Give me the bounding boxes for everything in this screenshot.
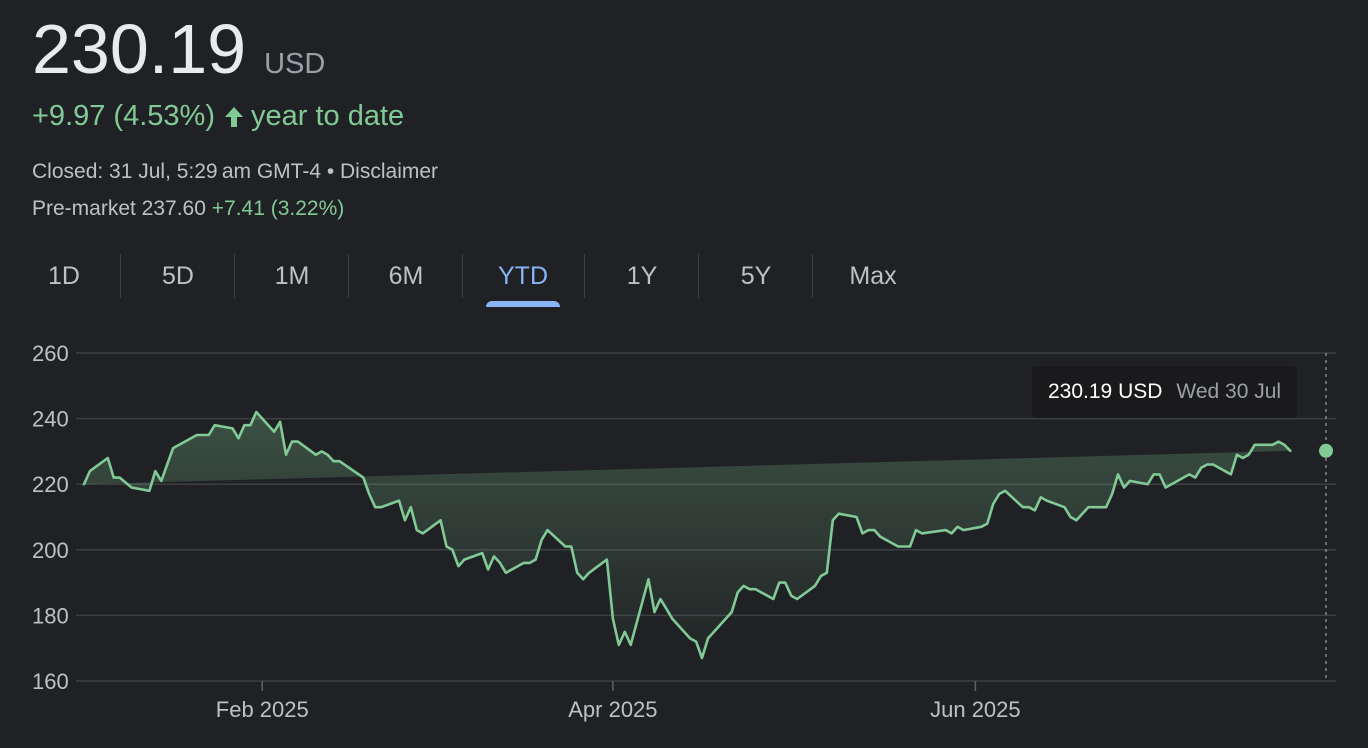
y-tick-label: 260 bbox=[32, 341, 69, 366]
price-row: 230.19 USD bbox=[32, 14, 325, 84]
tooltip-value: 230.19 USD bbox=[1048, 380, 1163, 403]
y-tick-label: 240 bbox=[32, 407, 69, 432]
period-label: year to date bbox=[250, 100, 405, 132]
tab-5y[interactable]: 5Y bbox=[740, 261, 772, 290]
highlight-point bbox=[1319, 443, 1333, 458]
tab-max[interactable]: Max bbox=[849, 261, 897, 290]
arrow-up-icon bbox=[223, 105, 245, 129]
price-area bbox=[84, 412, 1291, 658]
tab-1d[interactable]: 1D bbox=[48, 261, 80, 290]
tooltip-date: Wed 30 Jul bbox=[1176, 380, 1282, 403]
price-chart[interactable]: 160 180 200 220 240 260 Feb 2025 Apr 2025 Jun 20… bbox=[0, 330, 1368, 748]
tab-1m[interactable]: 1M bbox=[274, 261, 310, 290]
range-tabs: 1D 5D 1M 6M YTD 1Y 5Y Max bbox=[0, 252, 940, 308]
tab-separator bbox=[584, 254, 585, 298]
premarket-label: Pre-market 237.60 bbox=[32, 197, 206, 220]
closed-info: Closed: 31 Jul, 5:29 am GMT-4 • Disclaim… bbox=[32, 160, 439, 183]
currency-label: USD bbox=[264, 48, 326, 80]
tab-5d[interactable]: 5D bbox=[162, 261, 194, 290]
current-price: 230.19 bbox=[32, 10, 247, 88]
tab-separator bbox=[120, 254, 121, 298]
y-tick-label: 180 bbox=[32, 603, 69, 628]
tab-1y[interactable]: 1Y bbox=[626, 261, 658, 290]
price-line bbox=[82, 410, 1292, 660]
x-tick-label: Jun 2025 bbox=[930, 697, 1021, 722]
tab-6m[interactable]: 6M bbox=[388, 261, 424, 290]
premarket-info: Pre-market 237.60 +7.41 (3.22%) bbox=[32, 197, 344, 221]
y-tick-label: 160 bbox=[32, 669, 69, 694]
tab-separator bbox=[234, 254, 235, 298]
tab-separator bbox=[812, 254, 813, 298]
x-tick-label: Apr 2025 bbox=[568, 697, 657, 722]
chart-tooltip: 230.19 USD Wed 30 Jul bbox=[1032, 366, 1298, 418]
x-tick-label: Feb 2025 bbox=[216, 697, 309, 722]
price-change: +9.97 (4.53%) bbox=[32, 100, 215, 132]
y-tick-label: 220 bbox=[32, 472, 69, 497]
tab-separator bbox=[698, 254, 699, 298]
tab-ytd[interactable]: YTD bbox=[498, 261, 548, 290]
premarket-change: +7.41 (3.22%) bbox=[211, 197, 345, 220]
price-change-row: +9.97 (4.53%) year to date bbox=[32, 100, 404, 133]
tab-separator bbox=[348, 254, 349, 298]
tab-separator bbox=[462, 254, 463, 298]
active-tab-indicator bbox=[486, 301, 560, 307]
y-tick-label: 200 bbox=[32, 538, 69, 563]
